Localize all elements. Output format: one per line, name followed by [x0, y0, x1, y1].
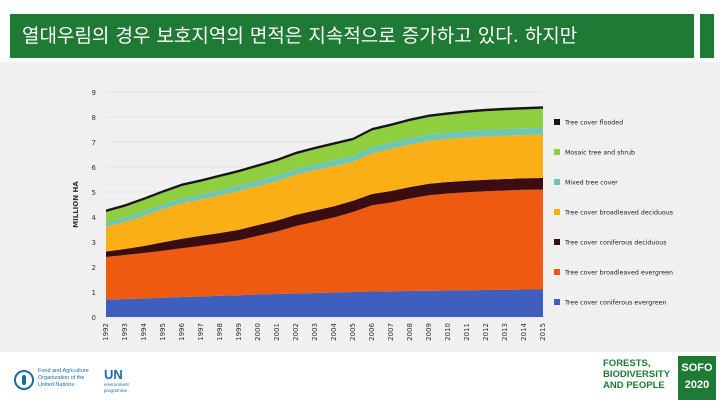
y-tick-label: 2 [92, 264, 96, 272]
x-tick-label: 1994 [140, 322, 148, 340]
unep-text: environment programme [104, 382, 154, 393]
legend-swatch [554, 209, 560, 215]
header: 열대우림의 경우 보호지역의 면적은 지속적으로 증가하고 있다. 하지만 [0, 0, 720, 62]
legend-label: Tree cover coniferous deciduous [564, 240, 667, 247]
legend-label: Tree cover broadleaved deciduous [564, 210, 673, 217]
x-tick-label: 2014 [520, 322, 528, 340]
area-series [106, 108, 543, 222]
x-tick-label: 2003 [311, 323, 319, 341]
x-tick-label: 2006 [368, 322, 376, 340]
y-tick-label: 4 [92, 214, 97, 222]
x-tick-label: 1992 [102, 323, 110, 341]
legend-label: Tree cover broadleaved evergreen [564, 270, 673, 277]
unep-text-line: programme [104, 387, 128, 393]
legend-label: Tree cover coniferous evergreen [564, 300, 667, 307]
legend-swatch [554, 119, 560, 125]
footer: Food and Agriculture Organization of the… [0, 352, 720, 404]
x-tick-label: 2012 [482, 323, 490, 341]
x-tick-label: 2007 [387, 323, 395, 341]
x-tick-label: 2001 [273, 323, 281, 341]
stacked-area-chart: 0 1 2 3 4 5 6 7 8 9 1992 1993 1994 1995 1996 1997 1998 19… [72, 89, 673, 352]
area-series [106, 289, 543, 317]
report-title-line: BIODIVERSITY [603, 369, 671, 380]
x-tick-label: 2011 [463, 323, 471, 341]
x-tick-label: 1997 [197, 323, 205, 341]
y-tick-label: 5 [92, 189, 96, 197]
legend-swatch [554, 299, 560, 305]
fao-text-line: United Nations [38, 382, 75, 388]
fao-text-line: Organization of the [38, 375, 85, 381]
area-series [106, 134, 543, 252]
y-axis-label: MILLION HA [72, 181, 80, 228]
x-tick-label: 2015 [539, 323, 547, 341]
x-tick-label: 2008 [406, 323, 414, 341]
legend-label: Mixed tree cover [565, 180, 618, 187]
legend-label: Tree cover flooded [564, 120, 623, 127]
sofo-badge: SOFO 2020 [678, 356, 716, 400]
fao-logo-icon [14, 370, 34, 390]
legend-label: Mosaic tree and shrub [565, 150, 635, 157]
legend-swatch [554, 239, 560, 245]
legend-swatch [554, 149, 560, 155]
y-tick-label: 6 [92, 164, 97, 172]
y-tick-label: 3 [92, 239, 96, 247]
x-tick-label: 1996 [178, 322, 186, 340]
y-tick-label: 8 [92, 114, 96, 122]
y-tick-label: 0 [92, 314, 96, 322]
x-tick-label: 2004 [330, 322, 338, 340]
page-title: 열대우림의 경우 보호지역의 면적은 지속적으로 증가하고 있다. 하지만 [10, 14, 694, 58]
y-tick-label: 9 [92, 89, 96, 97]
x-tick-label: 2013 [501, 323, 509, 341]
area-series [106, 189, 543, 300]
area-series [106, 178, 543, 257]
unep-text-line: environment [104, 382, 129, 387]
x-tick-label: 2005 [349, 323, 357, 341]
report-title-line: FORESTS, [603, 358, 651, 369]
x-tick-label: 1993 [121, 323, 129, 341]
sofo-badge-line: 2020 [684, 379, 710, 391]
y-tick-label: 1 [92, 289, 96, 297]
legend-swatch [554, 179, 560, 185]
report-title-line: AND PEOPLE [603, 380, 665, 391]
chart-panel: 0 1 2 3 4 5 6 7 8 9 1992 1993 1994 1995 1996 1997 1998 19… [0, 62, 720, 352]
title-accent-stripe [700, 14, 714, 58]
legend-swatch [554, 269, 560, 275]
fao-text-line: Food and Agriculture [38, 368, 89, 374]
fao-text: Food and Agriculture Organization of the… [38, 368, 100, 389]
x-tick-label: 2010 [444, 323, 452, 341]
x-axis-label: YEAR [313, 351, 335, 352]
x-tick-label: 1998 [216, 323, 224, 341]
sofo-badge-line: SOFO [681, 362, 713, 374]
x-tick-label: 1995 [159, 323, 167, 341]
x-tick-label: 1999 [235, 323, 243, 341]
report-title: FORESTS, BIODIVERSITY AND PEOPLE [603, 358, 683, 391]
x-tick-label: 2002 [292, 323, 300, 341]
x-tick-label: 2009 [425, 323, 433, 341]
x-tick-label: 2000 [254, 323, 262, 341]
y-tick-label: 7 [92, 139, 96, 147]
unep-logo: UN [104, 367, 123, 382]
